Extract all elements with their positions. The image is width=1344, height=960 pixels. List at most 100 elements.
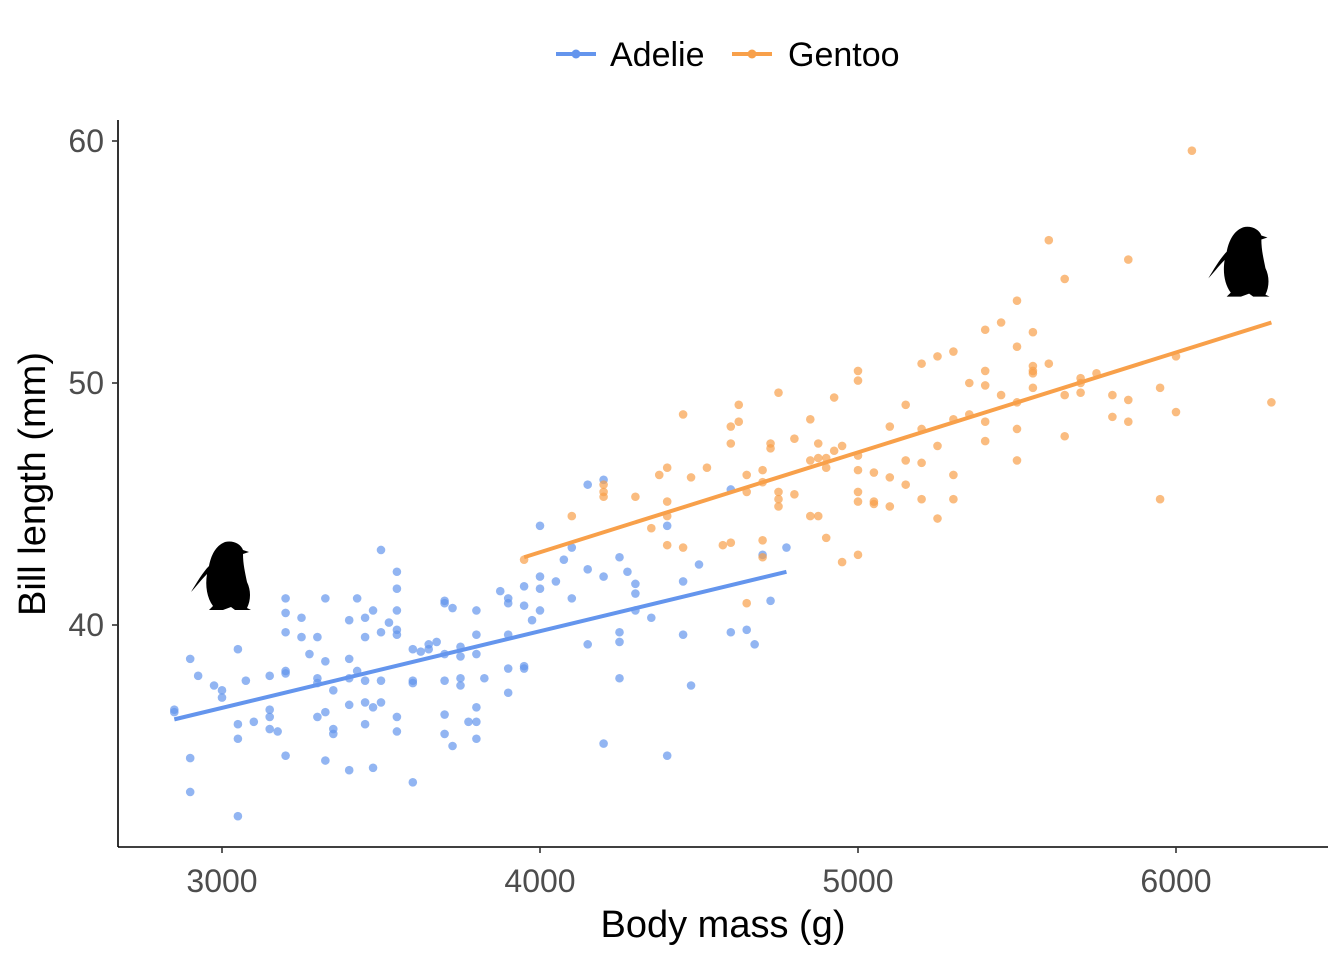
- data-point-gentoo: [1076, 388, 1085, 397]
- gentoo-penguin-icon: [1208, 226, 1270, 297]
- legend-item-gentoo: Gentoo: [732, 36, 900, 74]
- data-point-adelie: [281, 594, 290, 603]
- data-point-gentoo: [933, 514, 942, 523]
- data-point-adelie: [742, 625, 751, 635]
- data-point-adelie: [392, 712, 402, 722]
- data-point-gentoo: [965, 378, 974, 388]
- data-point-adelie: [392, 567, 402, 577]
- data-point-adelie: [519, 581, 529, 591]
- x-axis-title: Body mass (g): [601, 904, 846, 946]
- data-point-gentoo: [980, 436, 990, 446]
- data-point-gentoo: [1028, 383, 1038, 393]
- trend-layer: [173, 320, 1272, 722]
- data-point-adelie: [448, 603, 457, 613]
- trend-line-adelie: [173, 569, 787, 722]
- data-point-adelie: [360, 676, 370, 685]
- data-point-adelie: [472, 702, 481, 712]
- data-point-gentoo: [829, 446, 839, 456]
- data-point-adelie: [265, 671, 275, 681]
- data-point-gentoo: [774, 502, 783, 511]
- data-point-adelie: [281, 751, 290, 760]
- data-point-gentoo: [980, 325, 990, 335]
- data-point-adelie: [329, 686, 338, 695]
- data-point-gentoo: [980, 381, 990, 390]
- x-tick-label: 4000: [504, 863, 575, 899]
- data-point-adelie: [623, 567, 632, 577]
- data-point-gentoo: [1155, 383, 1165, 393]
- data-point-gentoo: [1028, 327, 1038, 337]
- data-point-gentoo: [885, 473, 895, 482]
- data-point-gentoo: [813, 511, 823, 521]
- adelie-penguin-icon: [191, 541, 251, 610]
- data-point-adelie: [217, 693, 227, 702]
- data-point-gentoo: [1012, 342, 1022, 352]
- data-point-gentoo: [853, 550, 863, 560]
- data-point-gentoo: [647, 523, 656, 533]
- data-point-gentoo: [567, 511, 577, 521]
- data-point-gentoo: [734, 417, 744, 427]
- data-point-gentoo: [599, 480, 608, 489]
- x-tick-label: 3000: [186, 863, 257, 899]
- data-point-adelie: [392, 606, 402, 615]
- data-point-adelie: [519, 601, 529, 610]
- data-point-gentoo: [1108, 390, 1117, 400]
- data-point-adelie: [185, 787, 195, 797]
- data-point-gentoo: [869, 468, 879, 477]
- data-point-adelie: [440, 729, 449, 739]
- data-point-adelie: [559, 555, 569, 564]
- data-point-adelie: [408, 778, 418, 787]
- data-point-adelie: [233, 734, 243, 744]
- data-point-gentoo: [853, 366, 863, 376]
- data-point-adelie: [376, 698, 386, 707]
- data-point-adelie: [456, 652, 465, 661]
- data-point-adelie: [503, 598, 513, 608]
- data-point-gentoo: [1028, 369, 1038, 378]
- data-point-gentoo: [1044, 359, 1054, 368]
- data-point-adelie: [782, 543, 791, 552]
- data-point-gentoo: [806, 511, 815, 521]
- data-point-gentoo: [837, 557, 847, 567]
- data-point-gentoo: [662, 540, 672, 550]
- x-tick-label: 5000: [822, 863, 893, 899]
- data-point-gentoo: [869, 497, 879, 506]
- data-point-adelie: [392, 630, 402, 639]
- points-layer: [170, 146, 1276, 821]
- x-ticks: 3000 4000 5000 6000: [186, 847, 1212, 899]
- data-point-gentoo: [853, 487, 863, 497]
- data-point-adelie: [368, 702, 378, 712]
- data-point-adelie: [360, 719, 370, 729]
- data-point-adelie: [321, 657, 330, 666]
- data-point-gentoo: [1124, 417, 1133, 427]
- data-point-adelie: [503, 664, 513, 673]
- legend-label-gentoo: Gentoo: [788, 36, 900, 74]
- data-point-gentoo: [662, 497, 672, 506]
- x-tick-label: 6000: [1140, 863, 1211, 899]
- data-point-adelie: [647, 613, 656, 623]
- data-point-gentoo: [1124, 255, 1133, 264]
- data-point-adelie: [360, 632, 370, 642]
- data-point-adelie: [440, 676, 449, 685]
- data-point-adelie: [376, 545, 386, 555]
- data-point-adelie: [448, 741, 457, 751]
- legend-key-dot-adelie: [571, 49, 581, 59]
- data-point-adelie: [416, 647, 426, 656]
- data-point-gentoo: [1267, 398, 1276, 407]
- data-point-adelie: [305, 649, 314, 659]
- data-point-gentoo: [742, 470, 751, 480]
- data-point-gentoo: [702, 463, 712, 473]
- data-point-adelie: [344, 615, 354, 625]
- data-point-adelie: [392, 727, 402, 736]
- data-point-gentoo: [996, 390, 1006, 400]
- data-point-gentoo: [853, 465, 863, 475]
- data-point-adelie: [344, 654, 354, 664]
- data-point-adelie: [321, 594, 330, 603]
- data-point-adelie: [217, 686, 227, 695]
- data-point-adelie: [368, 763, 378, 773]
- data-point-adelie: [678, 577, 688, 586]
- data-point-adelie: [233, 719, 243, 729]
- data-point-adelie: [265, 724, 275, 734]
- data-point-gentoo: [726, 422, 736, 431]
- data-point-gentoo: [774, 388, 783, 397]
- data-point-adelie: [750, 640, 759, 649]
